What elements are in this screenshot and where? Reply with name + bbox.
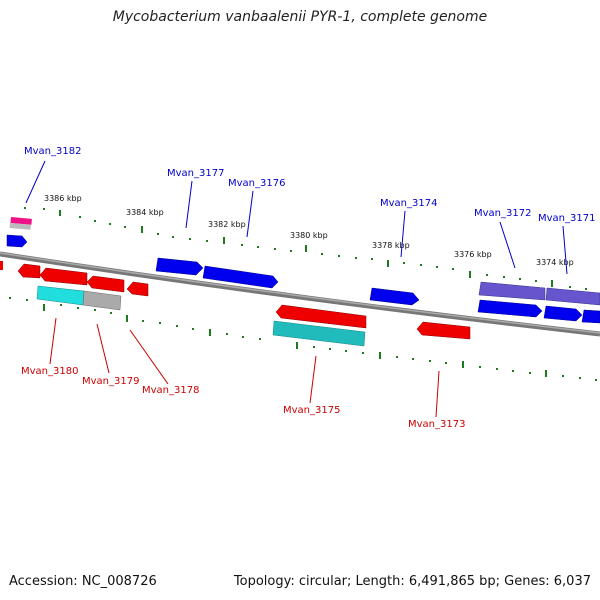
- gene-3172-purple[interactable]: [478, 281, 546, 301]
- gene-label-3177[interactable]: Mvan_3177: [167, 168, 224, 179]
- leader-3180: [49, 317, 57, 365]
- leader-lines: [25, 160, 568, 418]
- leader-3179: [96, 323, 110, 374]
- gene-3179-red[interactable]: [39, 267, 88, 286]
- leader-3172: [499, 221, 516, 269]
- gene-3179-gray[interactable]: [82, 290, 122, 311]
- gene-3175-red[interactable]: [275, 304, 367, 329]
- gene-3180-red[interactable]: [17, 263, 41, 279]
- gene-3182-pink[interactable]: [10, 217, 32, 225]
- gene-label-3175[interactable]: Mvan_3175: [283, 405, 340, 416]
- kbp-label: 3384 kbp: [126, 208, 164, 217]
- genome-backbone-highlight: [0, 252, 600, 334]
- leader-3176: [246, 190, 254, 238]
- accession-text: Accession: NC_008726: [9, 574, 157, 589]
- gene-3180-cyan[interactable]: [36, 285, 85, 306]
- kbp-label: 3382 kbp: [208, 220, 246, 229]
- leader-3175: [309, 355, 317, 404]
- gene-3174-arrow[interactable]: [369, 287, 420, 306]
- leader-3182: [25, 160, 46, 204]
- leader-3171: [562, 225, 568, 275]
- gene-label-3182[interactable]: Mvan_3182: [24, 146, 81, 157]
- gene-3182-gray[interactable]: [9, 223, 31, 230]
- gene-label-3179[interactable]: Mvan_3179: [82, 376, 139, 387]
- leader-3174: [400, 210, 406, 258]
- gene-3175-cyan[interactable]: [272, 320, 366, 347]
- gene-3172-arrow[interactable]: [477, 299, 543, 318]
- gene-label-3171[interactable]: Mvan_3171: [538, 213, 595, 224]
- gene-3176-arrow[interactable]: [202, 265, 279, 289]
- upper-scale: [24, 207, 587, 290]
- gene-3171-arrow[interactable]: [543, 305, 583, 322]
- gene-3170-arrow[interactable]: [581, 309, 600, 324]
- kbp-label: 3374 kbp: [536, 258, 574, 267]
- gene-label-3180[interactable]: Mvan_3180: [21, 366, 78, 377]
- leader-3173: [435, 370, 440, 418]
- gene-label-3172[interactable]: Mvan_3172: [474, 208, 531, 219]
- forward-genes: [6, 217, 600, 324]
- kbp-label: 3378 kbp: [372, 241, 410, 250]
- gene-3173-red[interactable]: [416, 321, 471, 340]
- gene-small-red[interactable]: [126, 281, 149, 297]
- gene-label-3173[interactable]: Mvan_3173: [408, 419, 465, 430]
- gene-label-3178[interactable]: Mvan_3178: [142, 385, 199, 396]
- kbp-label: 3386 kbp: [44, 194, 82, 203]
- lower-scale: [9, 297, 597, 381]
- kbp-label: 3376 kbp: [454, 250, 492, 259]
- gene-3177-arrow[interactable]: [155, 257, 204, 276]
- gene-3181-arrow[interactable]: [6, 234, 28, 248]
- genome-backbone: [0, 251, 600, 337]
- gene-3178-red[interactable]: [86, 275, 125, 293]
- gene-label-3174[interactable]: Mvan_3174: [380, 198, 437, 209]
- topology-text: Topology: circular; Length: 6,491,865 bp…: [233, 574, 591, 589]
- genome-title: Mycobacterium vanbaalenii PYR-1, complet…: [112, 9, 488, 25]
- leader-3177: [185, 180, 193, 229]
- kbp-label: 3380 kbp: [290, 231, 328, 240]
- gene-3171-purple[interactable]: [545, 287, 600, 306]
- reverse-genes: [0, 261, 471, 347]
- gene-label-3176[interactable]: Mvan_3176: [228, 178, 285, 189]
- gene-left-edge-red[interactable]: [0, 261, 3, 270]
- leader-3178: [129, 329, 169, 385]
